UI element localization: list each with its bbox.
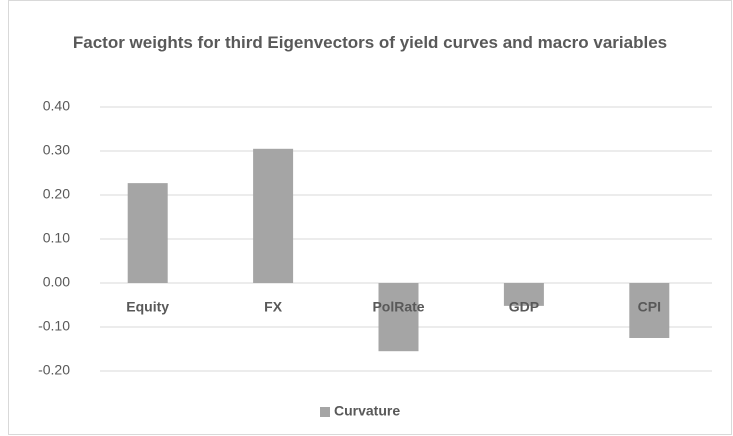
y-tick-label: 0.00: [43, 274, 70, 290]
x-tick-label: FX: [264, 299, 283, 315]
bar: [378, 283, 419, 352]
y-tick-label: 0.30: [43, 142, 70, 158]
y-tick-label: -0.20: [38, 362, 70, 378]
x-tick-label: CPI: [638, 299, 661, 315]
chart-title: Factor weights for third Eigenvectors of…: [72, 33, 668, 52]
legend-label: Curvature: [334, 403, 400, 419]
y-tick-label: 0.20: [43, 186, 70, 202]
bar: [253, 148, 294, 283]
y-tick-label: -0.10: [38, 318, 70, 334]
bar: [503, 283, 544, 306]
x-tick-label: PolRate: [372, 299, 424, 315]
bar: [629, 283, 670, 338]
legend-swatch: [320, 407, 330, 417]
y-tick-label: 0.40: [43, 98, 70, 114]
x-tick-label: Equity: [126, 299, 169, 315]
chart-border: [8, 0, 732, 435]
bar: [127, 183, 168, 283]
x-tick-label: GDP: [509, 299, 539, 315]
y-tick-label: 0.10: [43, 230, 70, 246]
